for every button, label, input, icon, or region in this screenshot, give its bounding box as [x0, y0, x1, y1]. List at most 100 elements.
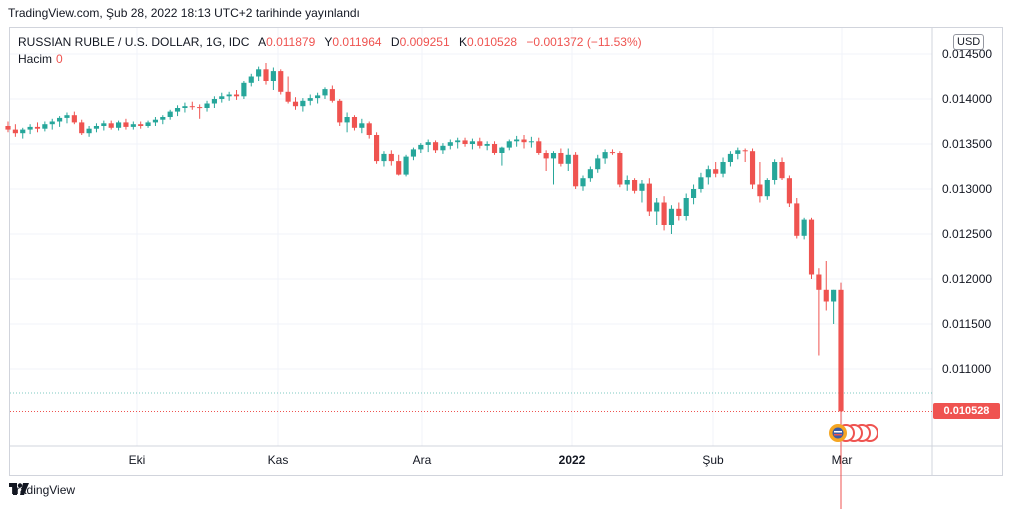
candle-body — [381, 153, 387, 162]
currency-button[interactable]: USD — [953, 34, 985, 50]
x-tick-label: Mar — [832, 453, 853, 467]
candle-body — [838, 289, 844, 412]
candle-body — [278, 71, 284, 92]
candle-body — [27, 126, 33, 130]
candle-body — [484, 144, 490, 146]
candle-body — [720, 162, 726, 174]
candle-body — [447, 142, 453, 146]
candle-body — [536, 141, 542, 153]
candle-body — [138, 124, 144, 126]
candle-body — [108, 123, 114, 128]
close-label: K — [459, 35, 468, 49]
candle-body — [292, 101, 299, 107]
candle-body — [79, 122, 85, 134]
candle-body — [204, 103, 210, 108]
candle-body — [115, 122, 122, 128]
volume-label: Hacim — [18, 52, 53, 66]
candle-body — [668, 208, 675, 225]
candle-body — [654, 202, 660, 212]
candle-body — [34, 126, 41, 129]
candle-body — [42, 124, 48, 129]
candle-body — [93, 126, 100, 129]
candle-body — [661, 202, 667, 225]
high-label: Y — [324, 35, 333, 49]
candle-body — [174, 108, 181, 112]
candle-body — [624, 180, 630, 185]
candle-body — [469, 141, 475, 144]
candle-body — [71, 115, 77, 123]
candle-body — [713, 169, 719, 174]
candle-body — [388, 153, 394, 162]
candle-body — [602, 152, 608, 159]
candle-body — [440, 145, 446, 151]
candle-body — [152, 119, 159, 123]
candle-body — [779, 162, 785, 179]
candle-body — [565, 154, 571, 164]
candle-body — [211, 99, 217, 104]
open-label: A — [258, 35, 267, 49]
candle-body — [735, 150, 741, 154]
candle-body — [609, 152, 616, 154]
candle-body — [727, 153, 734, 162]
tradingview-logo-icon — [9, 483, 29, 495]
y-tick-label: 0.011000 — [942, 362, 991, 376]
candle-body — [285, 91, 291, 102]
candle-body — [315, 95, 321, 99]
candle-body — [256, 69, 262, 77]
candle-body — [5, 126, 11, 130]
volume-value: 0 — [56, 52, 63, 66]
y-tick-label: 0.013500 — [942, 137, 992, 151]
candle-body — [396, 161, 402, 175]
candle-body — [270, 71, 276, 81]
change-value: −0.001372 (−11.53%) — [526, 35, 642, 49]
candle-body — [248, 76, 254, 83]
chart-frame[interactable] — [9, 27, 1003, 476]
candle-body — [514, 139, 520, 142]
candle-body — [182, 106, 188, 108]
open-value: 0.011879 — [266, 35, 316, 49]
candle-body — [160, 117, 166, 120]
candle-body — [307, 98, 313, 101]
symbol-title[interactable]: RUSSIAN RUBLE / U.S. DOLLAR, 1G, IDC — [18, 35, 250, 49]
candle-body — [786, 178, 792, 204]
candle-body — [506, 141, 512, 148]
candle-body — [57, 117, 63, 122]
candle-body — [676, 208, 682, 216]
candle-body — [823, 289, 829, 302]
candle-body — [145, 122, 151, 126]
candle-body — [455, 140, 461, 143]
candle-body — [425, 142, 431, 145]
candle-body — [359, 123, 365, 128]
candle-body — [418, 144, 424, 150]
y-tick-label: 0.012000 — [942, 272, 992, 286]
candle-body — [831, 289, 837, 302]
candle-body — [587, 169, 593, 179]
candle-body — [528, 141, 534, 143]
candle-body — [337, 100, 343, 123]
candle-body — [580, 178, 586, 187]
event-flags-icon[interactable] — [828, 424, 878, 442]
candle-body — [462, 140, 468, 144]
candle-body — [329, 89, 335, 101]
candle-body — [742, 150, 748, 152]
candle-body — [20, 129, 26, 134]
candle-body — [366, 123, 372, 135]
low-label: D — [390, 35, 400, 49]
candle-body — [764, 180, 770, 197]
candle-body — [219, 96, 225, 99]
candle-body — [226, 94, 232, 97]
x-tick-label: 2022 — [559, 453, 586, 467]
footer-brand[interactable]: TradingView — [9, 483, 75, 497]
candle-body — [130, 124, 136, 127]
candle-body — [543, 153, 549, 159]
x-tick-label: Şub — [702, 453, 724, 467]
y-tick-label: 0.012500 — [942, 227, 992, 241]
candle-body — [86, 128, 92, 134]
candle-body — [12, 129, 18, 134]
candle-body — [263, 69, 269, 81]
candle-body — [550, 153, 557, 159]
candle-body — [816, 274, 822, 290]
volume-row: Hacim 0 — [18, 51, 648, 68]
candle-body — [683, 198, 689, 216]
